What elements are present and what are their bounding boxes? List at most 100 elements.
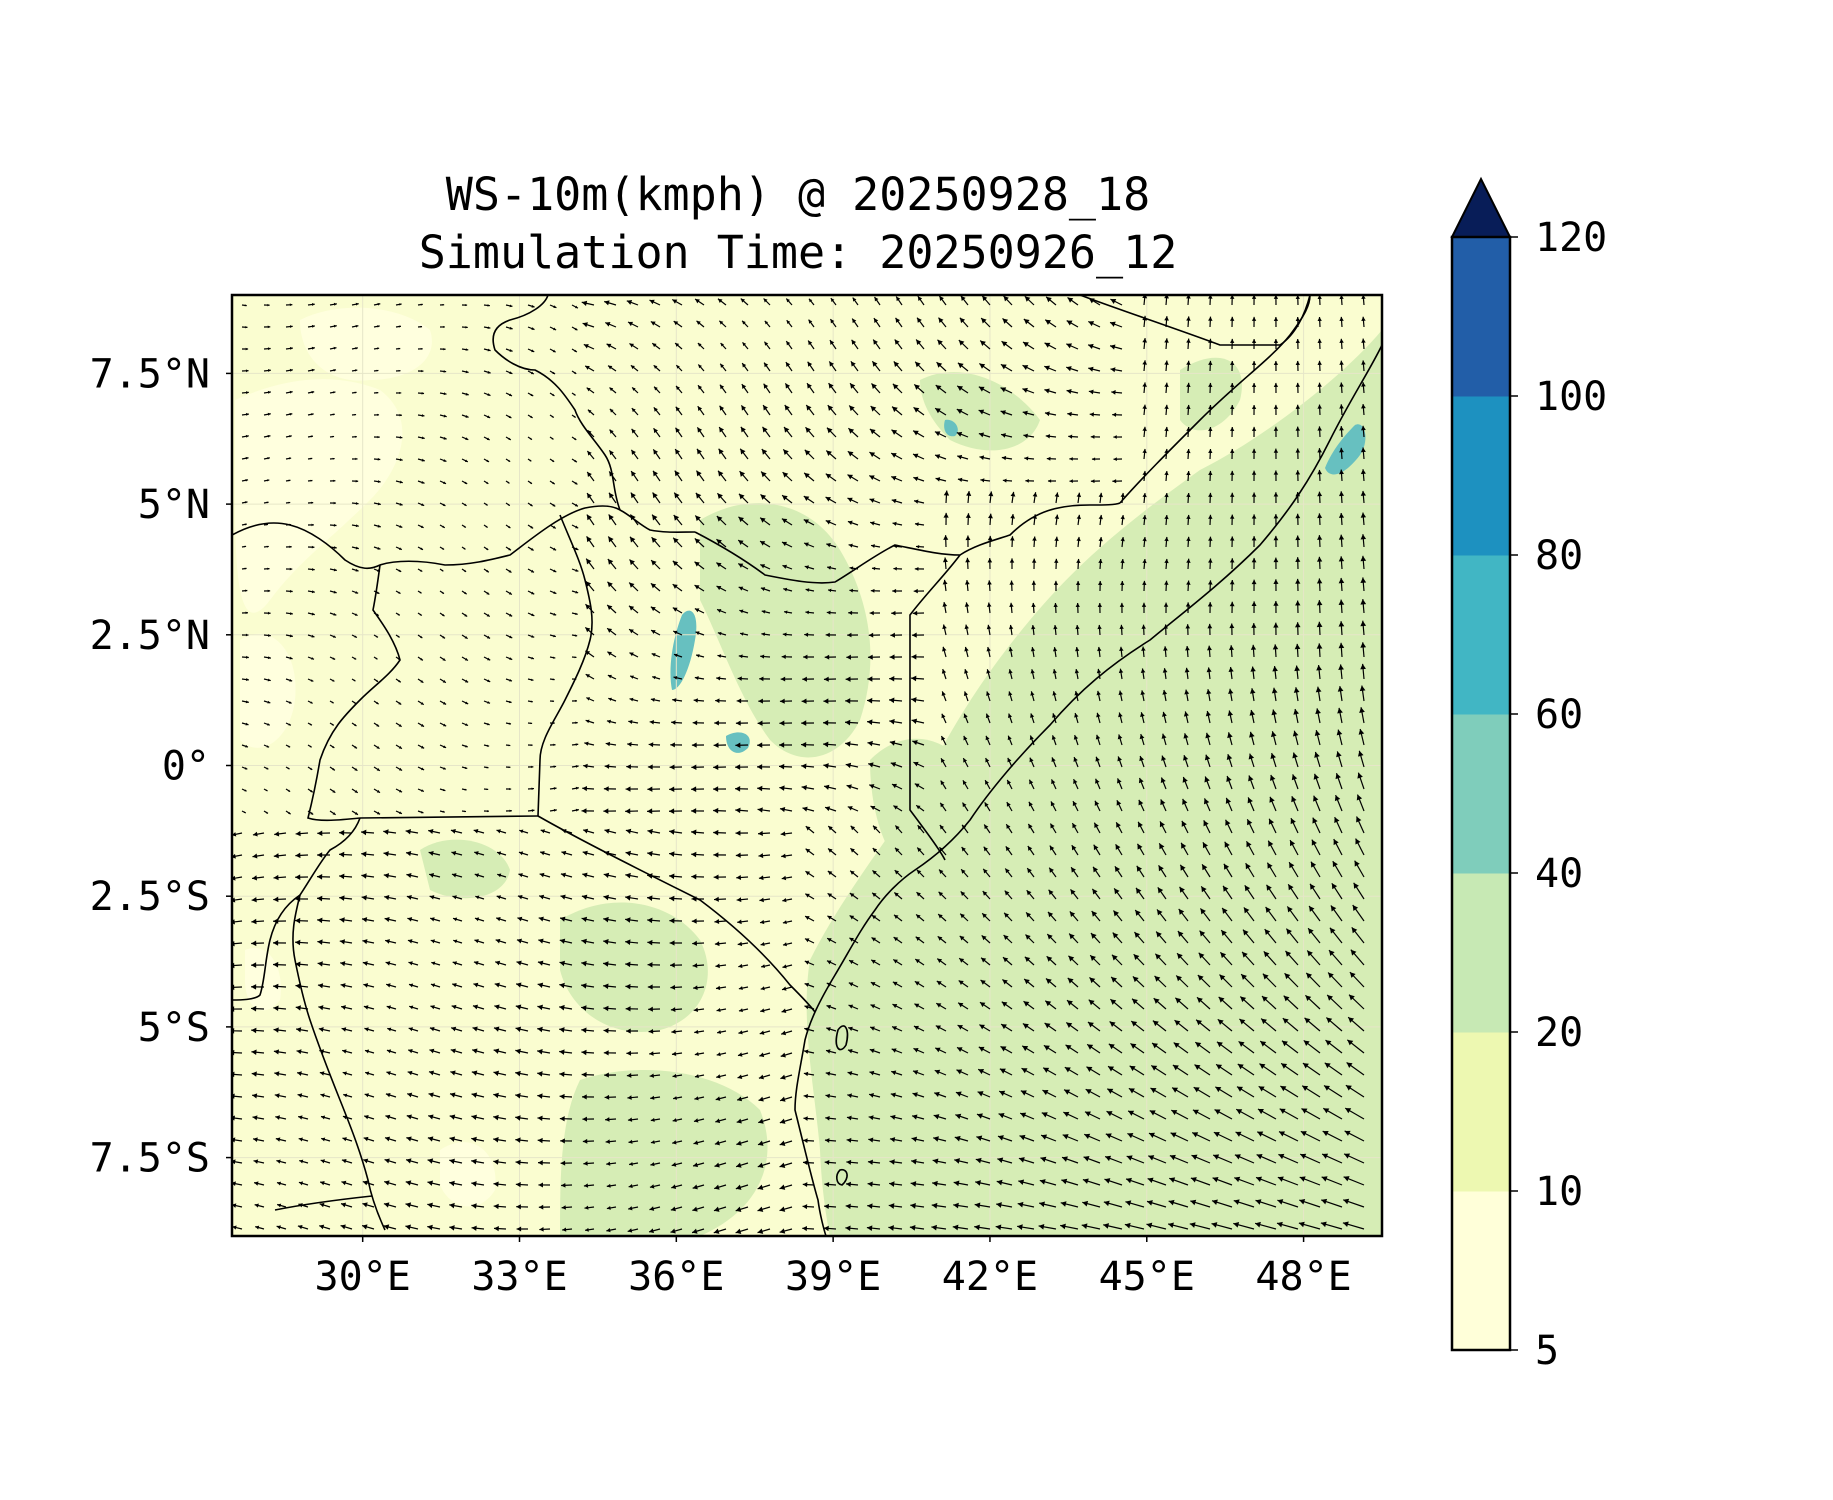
wind-arrow <box>604 1094 617 1100</box>
wind-arrow <box>827 870 837 878</box>
wind-arrow <box>329 391 336 394</box>
wind-arrow <box>692 1184 705 1190</box>
wind-arrow <box>693 1140 705 1145</box>
wind-arrow <box>1003 295 1013 306</box>
wind-arrow <box>1010 513 1015 526</box>
wind-arrow <box>449 1158 463 1165</box>
wind-arrow <box>417 524 424 529</box>
wind-arrow <box>1323 1107 1343 1120</box>
wind-arrow <box>714 720 727 726</box>
wind-arrow <box>916 317 925 328</box>
wind-arrow <box>537 1004 551 1011</box>
wind-arrow <box>628 1161 639 1166</box>
wind-arrow <box>1148 1132 1167 1142</box>
wind-arrow <box>869 1026 881 1032</box>
wind-arrow <box>439 480 447 485</box>
wind-arrow <box>625 808 639 814</box>
wind-arrow <box>1076 492 1082 504</box>
wind-arrow <box>847 497 859 504</box>
wind-arrow <box>395 568 402 573</box>
wind-arrow <box>715 963 727 969</box>
wind-arrow <box>1069 911 1079 922</box>
wind-arrow <box>1295 535 1301 548</box>
wind-arrow <box>962 757 969 768</box>
wind-arrow <box>760 942 771 947</box>
wind-arrow <box>628 1206 639 1211</box>
wind-arrow <box>549 765 557 768</box>
wind-arrow <box>351 810 359 816</box>
wind-arrow <box>760 986 771 991</box>
wind-arrow <box>1119 602 1125 614</box>
wind-arrow <box>1283 995 1299 1010</box>
wind-arrow <box>1068 955 1079 966</box>
wind-arrow <box>395 524 403 528</box>
wind-arrow <box>383 829 397 835</box>
wind-arrow <box>1183 754 1189 768</box>
wind-arrow <box>427 1224 441 1231</box>
wind-arrow <box>1054 558 1059 570</box>
wind-arrow <box>1195 1019 1211 1032</box>
wind-arrow <box>1351 926 1365 944</box>
wind-arrow <box>495 938 507 944</box>
wind-arrow <box>1215 1063 1233 1076</box>
wind-arrow <box>407 939 419 944</box>
wind-arrow <box>571 546 579 551</box>
wind-arrow <box>373 325 380 328</box>
wind-arrow <box>1262 973 1277 988</box>
wind-arrow <box>559 1027 573 1033</box>
wind-arrow <box>782 964 793 969</box>
wind-arrow <box>741 383 749 394</box>
wind-arrow <box>1083 1156 1101 1164</box>
wind-arrow <box>1021 1067 1035 1076</box>
wind-arrow <box>1295 557 1301 570</box>
wind-arrow <box>964 669 969 680</box>
wind-arrow <box>439 524 446 529</box>
wind-arrow <box>759 517 771 526</box>
wind-arrow <box>1356 816 1365 834</box>
wind-arrow <box>779 1228 793 1234</box>
wind-arrow <box>299 1159 309 1164</box>
wind-arrow <box>607 674 617 680</box>
wind-arrow <box>483 524 488 528</box>
wind-arrow <box>694 1074 705 1079</box>
wind-arrow <box>495 917 507 922</box>
wind-arrow <box>1096 690 1101 702</box>
wind-arrow <box>911 1136 925 1143</box>
wind-arrow <box>910 1203 925 1209</box>
wind-arrow <box>1339 316 1344 328</box>
wind-arrow <box>505 480 510 484</box>
wind-arrow <box>892 981 903 988</box>
wind-arrow <box>317 961 331 967</box>
wind-arrow <box>395 303 402 306</box>
wind-arrow <box>1074 712 1079 724</box>
wind-arrow <box>826 565 837 570</box>
kenya-somalia-border <box>909 554 961 861</box>
wind-arrow <box>1017 1224 1035 1230</box>
wind-arrow <box>549 612 557 616</box>
wind-arrow <box>1226 775 1233 790</box>
wind-arrow <box>1289 839 1299 856</box>
wind-arrow <box>1146 1222 1167 1230</box>
wind-arrow <box>1208 536 1213 548</box>
wind-arrow <box>343 1093 353 1098</box>
x-tick-label: 42°E <box>942 1254 1038 1300</box>
wind-arrow <box>329 457 335 460</box>
wind-arrow <box>650 1162 661 1167</box>
wind-arrow <box>1000 387 1013 394</box>
wind-arrow <box>474 939 485 944</box>
wind-arrow <box>608 471 617 482</box>
wind-arrow <box>625 828 639 834</box>
wind-arrow <box>759 919 771 925</box>
wind-arrow <box>505 414 512 419</box>
wind-arrow <box>782 448 793 460</box>
wind-arrow <box>649 1206 661 1211</box>
wind-arrow <box>318 1027 331 1033</box>
wind-arrow <box>1044 411 1057 417</box>
wind-arrow <box>1169 1154 1189 1164</box>
wind-arrow <box>1344 1130 1365 1142</box>
wind-arrow <box>937 913 947 922</box>
wind-arrow <box>694 1029 705 1035</box>
wind-arrow <box>672 607 683 614</box>
wind-arrow <box>571 699 578 703</box>
wind-arrow <box>1030 691 1035 702</box>
